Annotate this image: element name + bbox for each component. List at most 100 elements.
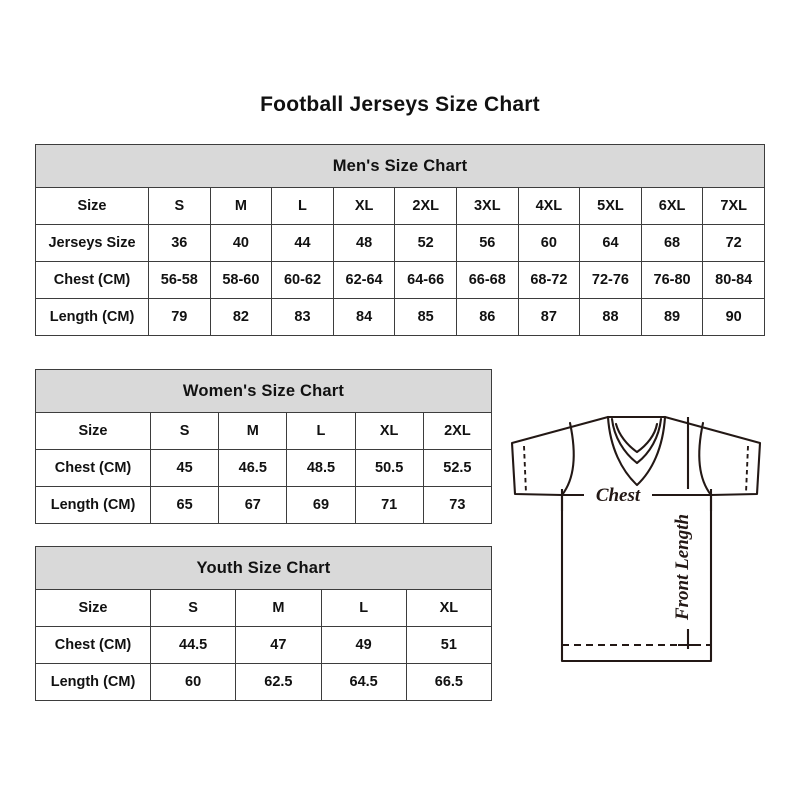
mens-size-chart-table: Men's Size Chart Size S M L XL 2XL 3XL 4XL 5XL 6XL… xyxy=(35,144,765,336)
mens-cell-1-5: 66-68 xyxy=(455,261,519,299)
womens-table-body: Women's Size Chart Size S M L XL 2XL Chest (CM)… xyxy=(35,369,493,524)
womens-cell-0-2: 48.5 xyxy=(286,449,356,487)
womens-cell-0-3: 50.5 xyxy=(354,449,424,487)
mens-cell-0-1: 40 xyxy=(209,224,273,262)
youth-header-xl: XL xyxy=(405,589,493,627)
mens-header-2xl: 2XL xyxy=(394,187,457,225)
mens-cell-2-6: 87 xyxy=(517,298,581,336)
right-sleeve-seam xyxy=(698,421,713,497)
mens-cell-0-5: 56 xyxy=(455,224,519,262)
left-sleeve-seam xyxy=(560,421,575,497)
mens-header-l: L xyxy=(271,187,334,225)
womens-cell-1-2: 69 xyxy=(286,486,356,524)
mens-header-6xl: 6XL xyxy=(640,187,704,225)
youth-cell-0-3: 51 xyxy=(405,626,493,664)
womens-cell-1-0: 65 xyxy=(149,486,220,524)
mens-cell-1-3: 62-64 xyxy=(332,261,396,299)
youth-header-size-label: Size xyxy=(35,589,151,627)
mens-cell-2-3: 84 xyxy=(332,298,396,336)
youth-header-s: S xyxy=(149,589,237,627)
womens-cell-1-3: 71 xyxy=(354,486,424,524)
table-row: Length (CM) 79 82 83 84 85 86 87 88 89 90 xyxy=(35,298,765,336)
womens-caption: Women's Size Chart xyxy=(35,369,492,413)
table-row: Length (CM) 65 67 69 71 73 xyxy=(35,486,493,524)
mens-cell-1-9: 80-84 xyxy=(702,261,765,299)
youth-header-l: L xyxy=(320,589,407,627)
womens-cell-0-0: 45 xyxy=(149,449,220,487)
youth-cell-1-3: 66.5 xyxy=(405,663,493,701)
mens-cell-2-9: 90 xyxy=(702,298,765,336)
mens-row-label-2: Length (CM) xyxy=(35,298,149,336)
mens-cell-1-8: 76-80 xyxy=(640,261,704,299)
womens-header-m: M xyxy=(218,412,288,450)
chest-measure-label: Chest xyxy=(596,485,641,506)
mens-cell-0-8: 68 xyxy=(640,224,704,262)
jersey-measurement-diagram: Chest Front Length xyxy=(500,393,772,688)
mens-header-3xl: 3XL xyxy=(455,187,519,225)
table-row: Chest (CM) 45 46.5 48.5 50.5 52.5 xyxy=(35,449,493,487)
youth-caption: Youth Size Chart xyxy=(35,546,492,590)
left-cuff-dashed-line xyxy=(523,445,527,494)
mens-cell-0-4: 52 xyxy=(394,224,457,262)
womens-cell-1-1: 67 xyxy=(218,486,288,524)
youth-table-body: Youth Size Chart Size S M L XL Chest (CM) 44.5 4… xyxy=(35,546,493,701)
mens-cell-1-4: 64-66 xyxy=(394,261,457,299)
mens-cell-2-4: 85 xyxy=(394,298,457,336)
mens-cell-0-0: 36 xyxy=(148,224,211,262)
mens-header-size-label: Size xyxy=(35,187,149,225)
youth-caption-row: Youth Size Chart xyxy=(35,546,492,590)
mens-header-s: S xyxy=(148,187,211,225)
womens-header-l: L xyxy=(286,412,356,450)
mens-cell-2-8: 89 xyxy=(640,298,704,336)
youth-size-chart-table: Youth Size Chart Size S M L XL Chest (CM) 44.5 4… xyxy=(35,546,493,701)
womens-row-label-0: Chest (CM) xyxy=(35,449,151,487)
womens-cell-0-1: 46.5 xyxy=(218,449,288,487)
mens-header-7xl: 7XL xyxy=(702,187,765,225)
youth-row-label-0: Chest (CM) xyxy=(35,626,151,664)
youth-header-row: Size S M L XL xyxy=(35,589,493,627)
mens-cell-0-7: 64 xyxy=(579,224,642,262)
mens-cell-2-5: 86 xyxy=(455,298,519,336)
collar-inner-curve-1 xyxy=(610,417,663,465)
youth-cell-0-1: 47 xyxy=(235,626,322,664)
mens-cell-1-2: 60-62 xyxy=(271,261,334,299)
womens-cell-1-4: 73 xyxy=(422,486,493,524)
right-cuff-dashed-line xyxy=(745,445,749,494)
mens-caption-row: Men's Size Chart xyxy=(35,144,765,188)
mens-cell-2-1: 82 xyxy=(209,298,273,336)
mens-cell-1-1: 58-60 xyxy=(209,261,273,299)
youth-header-m: M xyxy=(235,589,322,627)
front-length-measure-label: Front Length xyxy=(672,514,693,621)
mens-cell-1-7: 72-76 xyxy=(579,261,642,299)
womens-size-chart-table: Women's Size Chart Size S M L XL 2XL Chest (CM)… xyxy=(35,369,493,524)
mens-cell-2-0: 79 xyxy=(148,298,211,336)
mens-cell-2-2: 83 xyxy=(271,298,334,336)
mens-cell-0-6: 60 xyxy=(517,224,581,262)
womens-header-size-label: Size xyxy=(35,412,151,450)
womens-row-label-1: Length (CM) xyxy=(35,486,151,524)
table-row: Jerseys Size 36 40 44 48 52 56 60 64 68 72 xyxy=(35,224,765,262)
mens-header-m: M xyxy=(209,187,273,225)
mens-caption: Men's Size Chart xyxy=(35,144,765,188)
mens-cell-1-6: 68-72 xyxy=(517,261,581,299)
womens-header-s: S xyxy=(149,412,220,450)
page-title: Football Jerseys Size Chart xyxy=(260,93,540,116)
womens-header-row: Size S M L XL 2XL xyxy=(35,412,493,450)
mens-header-4xl: 4XL xyxy=(517,187,581,225)
youth-cell-0-2: 49 xyxy=(320,626,407,664)
table-row: Length (CM) 60 62.5 64.5 66.5 xyxy=(35,663,493,701)
youth-cell-1-0: 60 xyxy=(149,663,237,701)
mens-row-label-0: Jerseys Size xyxy=(35,224,149,262)
table-row: Chest (CM) 56-58 58-60 60-62 62-64 64-66 66-68… xyxy=(35,261,765,299)
mens-header-5xl: 5XL xyxy=(579,187,642,225)
mens-header-xl: XL xyxy=(332,187,396,225)
womens-caption-row: Women's Size Chart xyxy=(35,369,492,413)
jersey-body-outline xyxy=(510,415,762,663)
table-row: Chest (CM) 44.5 47 49 51 xyxy=(35,626,493,664)
mens-header-row: Size S M L XL 2XL 3XL 4XL 5XL 6XL 7XL xyxy=(35,187,765,225)
mens-cell-1-0: 56-58 xyxy=(148,261,211,299)
mens-cell-2-7: 88 xyxy=(579,298,642,336)
womens-header-2xl: 2XL xyxy=(422,412,493,450)
mens-table-body: Men's Size Chart Size S M L XL 2XL 3XL 4XL 5XL 6XL… xyxy=(35,144,765,336)
mens-cell-0-2: 44 xyxy=(271,224,334,262)
